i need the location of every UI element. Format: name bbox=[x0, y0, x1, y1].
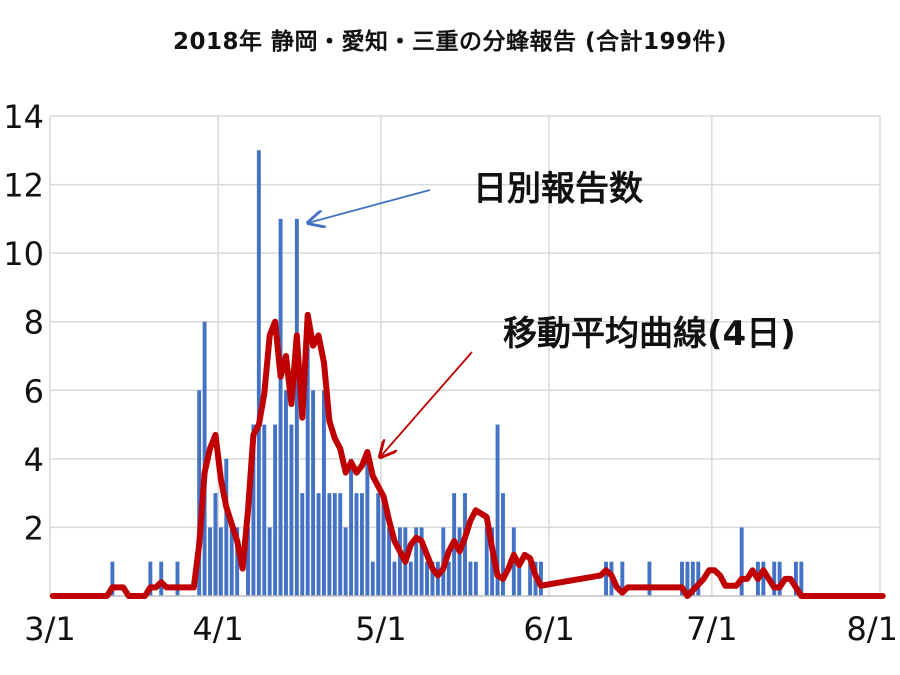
bar bbox=[235, 527, 240, 596]
bar bbox=[370, 561, 375, 596]
bar bbox=[311, 390, 316, 596]
bar bbox=[495, 424, 500, 596]
bar bbox=[690, 561, 695, 596]
bar bbox=[425, 561, 429, 596]
chart-title: 2018年 静岡・愛知・三重の分蜂報告 (合計199件) bbox=[172, 29, 728, 55]
bar bbox=[538, 561, 543, 596]
bar bbox=[343, 527, 348, 596]
bar bbox=[468, 561, 473, 596]
bar-series bbox=[110, 150, 804, 597]
bar bbox=[197, 390, 202, 596]
bar bbox=[376, 493, 381, 596]
bar bbox=[327, 493, 332, 596]
bar bbox=[484, 527, 489, 596]
bar bbox=[680, 561, 684, 596]
bar bbox=[322, 390, 326, 596]
bar bbox=[208, 527, 212, 596]
annotation-arrow-moving-average bbox=[380, 351, 473, 457]
annotation-arrow-daily bbox=[308, 189, 431, 223]
bar bbox=[213, 493, 218, 596]
bar bbox=[528, 561, 533, 596]
x-tick-label: 7/1 bbox=[686, 610, 738, 648]
bar bbox=[430, 561, 435, 596]
bar bbox=[273, 424, 278, 596]
bar bbox=[696, 561, 701, 596]
bar bbox=[284, 390, 288, 596]
bar bbox=[365, 458, 370, 596]
bar bbox=[772, 561, 777, 596]
bar bbox=[457, 527, 462, 596]
moving-average-line bbox=[49, 311, 886, 599]
bar bbox=[435, 561, 440, 596]
bar bbox=[246, 527, 250, 596]
bar bbox=[473, 561, 478, 596]
bar bbox=[739, 527, 744, 596]
bar bbox=[685, 561, 690, 596]
bar bbox=[218, 527, 223, 596]
bar bbox=[148, 561, 153, 596]
y-tick-label: 8 bbox=[24, 304, 44, 342]
bar bbox=[620, 561, 625, 596]
bar bbox=[501, 493, 505, 596]
bar bbox=[647, 561, 652, 596]
x-tick-label: 8/1 bbox=[847, 610, 899, 648]
bar bbox=[338, 493, 343, 596]
bar bbox=[305, 321, 310, 596]
bar bbox=[316, 493, 321, 596]
bar bbox=[381, 493, 386, 596]
bar bbox=[251, 424, 256, 596]
bar bbox=[408, 561, 413, 596]
bar bbox=[294, 218, 299, 597]
bar bbox=[446, 561, 451, 596]
bar bbox=[332, 493, 337, 596]
annotation-label-daily: 日別報告数 bbox=[473, 169, 643, 209]
bar bbox=[262, 424, 267, 596]
y-tick-label: 2 bbox=[24, 509, 44, 547]
x-tick-label: 4/1 bbox=[192, 610, 244, 648]
bar bbox=[354, 493, 359, 596]
bar bbox=[110, 561, 115, 596]
bar bbox=[159, 561, 164, 596]
bar bbox=[256, 150, 261, 597]
y-tick-label: 6 bbox=[24, 372, 44, 410]
bar bbox=[289, 424, 294, 596]
bar bbox=[397, 527, 402, 596]
bar bbox=[517, 561, 522, 596]
x-tick-label: 3/1 bbox=[24, 610, 76, 648]
bar bbox=[799, 561, 804, 596]
bar bbox=[300, 493, 305, 596]
bar bbox=[604, 561, 608, 596]
bar bbox=[278, 218, 283, 597]
bar bbox=[414, 527, 419, 596]
bar bbox=[419, 527, 424, 596]
bar bbox=[175, 561, 180, 596]
bar bbox=[761, 561, 766, 596]
y-tick-label: 4 bbox=[24, 441, 44, 479]
bar bbox=[777, 561, 782, 596]
bar bbox=[224, 458, 229, 596]
bar bbox=[392, 561, 397, 596]
bar bbox=[349, 458, 354, 596]
y-tick-label: 10 bbox=[3, 235, 44, 273]
x-tick-label: 6/1 bbox=[523, 610, 575, 648]
bar bbox=[387, 527, 392, 596]
bar bbox=[359, 493, 364, 596]
y-tick-label: 14 bbox=[3, 98, 44, 136]
bar bbox=[229, 527, 234, 596]
gridlines bbox=[49, 115, 881, 596]
bar bbox=[267, 527, 272, 596]
x-tick-label: 5/1 bbox=[355, 610, 407, 648]
bar bbox=[793, 561, 798, 596]
annotation-label-moving-average: 移動平均曲線(4日) bbox=[503, 314, 796, 354]
y-tick-label: 12 bbox=[3, 167, 44, 205]
bar bbox=[202, 321, 207, 596]
